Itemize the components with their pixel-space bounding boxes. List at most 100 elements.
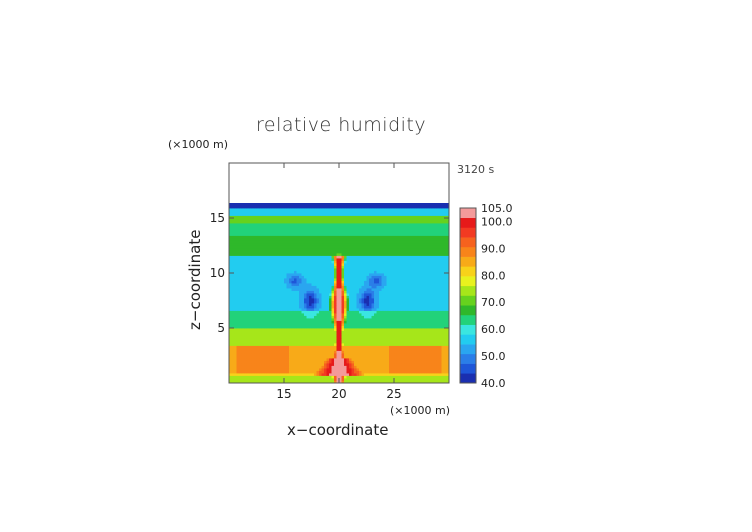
field-cell (379, 375, 382, 379)
field-cell (311, 265, 315, 269)
field-cell (286, 360, 290, 364)
field-cell (361, 300, 365, 304)
field-cell (369, 350, 372, 354)
field-cell (274, 278, 277, 281)
field-cell (311, 248, 315, 251)
field-cell (229, 333, 232, 336)
field-cell (261, 240, 265, 244)
field-cell (366, 333, 370, 336)
field-cell (269, 313, 272, 316)
field-cell (306, 380, 310, 383)
field-cell (381, 328, 385, 331)
field-cell (326, 243, 330, 246)
field-cell (406, 365, 410, 369)
field-cell (319, 353, 322, 356)
field-cell (251, 290, 255, 294)
field-cell (446, 358, 449, 361)
field-cell (379, 358, 382, 361)
field-cell (381, 335, 385, 339)
field-cell (279, 275, 282, 279)
field-cell (364, 255, 367, 259)
field-cell (396, 333, 400, 336)
field-cell (356, 278, 360, 281)
field-cell (239, 368, 242, 371)
field-cell (441, 263, 445, 266)
field-cell (284, 323, 287, 326)
field-cell (291, 310, 295, 314)
field-cell (299, 325, 302, 329)
field-cell (291, 350, 295, 354)
field-cell (259, 375, 262, 379)
field-cell (299, 248, 302, 251)
field-cell (274, 275, 277, 279)
field-cell (314, 345, 317, 349)
field-cell (304, 263, 307, 266)
field-cell (351, 350, 355, 354)
field-cell (356, 353, 360, 356)
field-cell (424, 253, 427, 256)
field-cell (279, 320, 282, 324)
field-cell (359, 275, 362, 279)
field-cell (389, 308, 392, 311)
field-cell (256, 288, 260, 291)
field-cell (426, 283, 430, 286)
field-cell (426, 340, 430, 344)
field-cell (369, 250, 372, 254)
field-cell (401, 248, 405, 251)
field-cell (324, 268, 327, 271)
field-cell (386, 313, 390, 316)
field-cell (244, 323, 247, 326)
field-cell (389, 280, 392, 284)
field-cell (411, 363, 415, 366)
field-cell (319, 335, 322, 339)
field-cell (406, 330, 410, 334)
field-cell (424, 368, 427, 371)
field-cell (251, 263, 255, 266)
field-cell (416, 368, 420, 371)
field-cell (371, 275, 375, 279)
field-cell (229, 240, 232, 244)
field-cell (349, 330, 352, 334)
field-cell (304, 243, 307, 246)
field-cell (381, 288, 385, 291)
field-cell (286, 378, 290, 381)
field-cell (254, 335, 257, 339)
field-cell (326, 263, 330, 266)
field-cell (351, 290, 355, 294)
field-cell (349, 340, 352, 344)
field-cell (424, 248, 427, 251)
field-cell (364, 355, 367, 359)
field-cell (259, 348, 262, 351)
field-cell (241, 278, 245, 281)
field-cell (254, 303, 257, 306)
field-cell (444, 348, 447, 351)
field-cell (354, 320, 357, 324)
field-cell (416, 260, 420, 264)
field-cell (376, 330, 380, 334)
field-cell (446, 245, 449, 249)
field-cell (296, 268, 300, 271)
field-cell (376, 340, 380, 344)
field-cell (329, 333, 332, 336)
field-cell (369, 378, 372, 381)
field-cell (376, 258, 380, 261)
field-cell (404, 278, 407, 281)
field-cell (441, 268, 445, 271)
field-cell (309, 368, 312, 371)
field-cell (299, 330, 302, 334)
field-cell (296, 320, 300, 324)
field-cell (251, 308, 255, 311)
field-cell (299, 310, 302, 314)
field-cell (406, 265, 410, 269)
field-cell (304, 355, 307, 359)
field-cell (386, 258, 390, 261)
field-cell (314, 353, 317, 356)
field-cell (369, 323, 372, 326)
field-cell (336, 308, 340, 311)
field-cell (426, 263, 430, 266)
field-cell (311, 380, 315, 383)
field-cell (359, 258, 362, 261)
field-cell (354, 273, 357, 276)
field-cell (326, 368, 330, 371)
field-cell (264, 363, 267, 366)
